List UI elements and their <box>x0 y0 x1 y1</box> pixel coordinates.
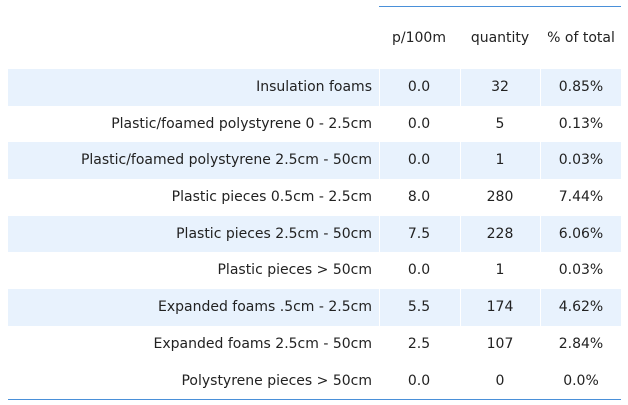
cell-quantity: 0 <box>495 372 505 389</box>
data-table: p/100m quantity % of total Insulation fo… <box>8 6 621 401</box>
cell-p100m: 8.0 <box>407 189 431 206</box>
column-header-p100m: p/100m <box>392 30 446 46</box>
table-row: Plastic/foamed polystyrene 2.5cm - 50cm … <box>8 142 621 180</box>
cell-pct-total: 2.84% <box>558 335 604 352</box>
row-label: Plastic pieces > 50cm <box>217 262 372 279</box>
row-label: Plastic pieces 0.5cm - 2.5cm <box>171 189 372 206</box>
cell-quantity: 32 <box>491 79 509 95</box>
cell-pct-total: 0.85% <box>558 79 604 95</box>
cell-p100m: 7.5 <box>407 225 431 242</box>
table-header: p/100m quantity % of total <box>8 6 621 69</box>
cell-pct-total: 4.62% <box>558 299 604 316</box>
table-bottom-rule <box>8 399 621 401</box>
column-header-quantity: quantity <box>470 30 530 46</box>
row-label: Polystyrene pieces > 50cm <box>181 372 372 389</box>
cell-p100m: 0.0 <box>407 115 431 132</box>
row-label: Expanded foams 2.5cm - 50cm <box>153 335 372 352</box>
table-row: Expanded foams 2.5cm - 50cm 2.5 107 2.84… <box>8 326 621 363</box>
cell-pct-total: 7.44% <box>558 189 604 206</box>
cell-pct-total: 6.06% <box>558 225 604 242</box>
cell-pct-total: 0.03% <box>558 262 604 279</box>
cell-quantity: 1 <box>495 152 505 169</box>
cell-p100m: 5.5 <box>407 299 431 316</box>
cell-p100m: 0.0 <box>407 262 431 279</box>
row-label: Plastic/foamed polystyrene 2.5cm - 50cm <box>80 152 372 169</box>
table-row: Plastic pieces > 50cm 0.0 1 0.03% <box>8 252 621 289</box>
cell-p100m: 0.0 <box>407 152 431 169</box>
cell-pct-total: 0.0% <box>563 372 599 389</box>
table-top-rule <box>379 6 621 7</box>
cell-pct-total: 0.13% <box>558 115 604 132</box>
table-row: Plastic/foamed polystyrene 0 - 2.5cm 0.0… <box>8 106 621 143</box>
row-label: Insulation foams <box>256 79 372 95</box>
row-label: Expanded foams .5cm - 2.5cm <box>157 299 372 316</box>
cell-quantity: 228 <box>486 225 514 242</box>
cell-quantity: 174 <box>486 299 514 316</box>
table-body: Insulation foams 0.0 32 0.85% Plastic/fo… <box>8 69 621 401</box>
cell-quantity: 107 <box>486 335 514 352</box>
cell-p100m: 2.5 <box>407 335 431 352</box>
cell-pct-total: 0.03% <box>558 152 604 169</box>
cell-p100m: 0.0 <box>407 79 431 95</box>
table-row: Polystyrene pieces > 50cm 0.0 0 0.0% <box>8 363 621 400</box>
cell-quantity: 1 <box>495 262 505 279</box>
table-row: Insulation foams 0.0 32 0.85% <box>8 69 621 106</box>
table-row: Plastic pieces 0.5cm - 2.5cm 8.0 280 7.4… <box>8 179 621 216</box>
cell-p100m: 0.0 <box>407 372 431 389</box>
table-row: Plastic pieces 2.5cm - 50cm 7.5 228 6.06… <box>8 215 621 253</box>
cell-quantity: 5 <box>495 115 505 132</box>
cell-quantity: 280 <box>486 189 514 206</box>
row-label: Plastic/foamed polystyrene 0 - 2.5cm <box>111 115 372 132</box>
row-label: Plastic pieces 2.5cm - 50cm <box>176 225 372 242</box>
column-header-pct-total: % of total <box>547 30 615 46</box>
table-row: Expanded foams .5cm - 2.5cm 5.5 174 4.62… <box>8 289 621 326</box>
